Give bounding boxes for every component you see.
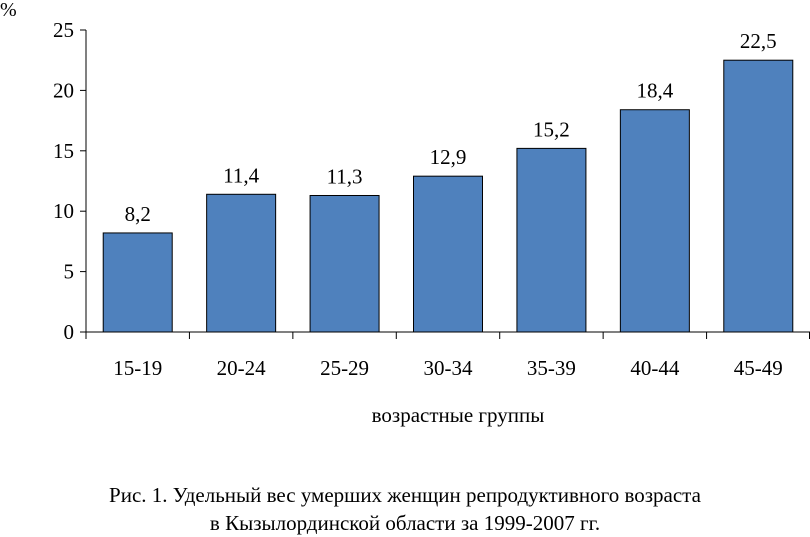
bar-25-29 [309,194,380,333]
x-tick-label: 30-34 [424,356,473,380]
y-axis-label: % [0,0,17,21]
x-tick-label: 20-24 [217,356,266,380]
x-tick-label: 25-29 [320,356,369,380]
data-label: 22,5 [740,29,777,53]
bar-20-24 [206,193,277,333]
bar-chart: % 0 5 10 15 20 25 8,2 11,4 11,3 12,9 15,2 18,4 22,5… [0,0,810,427]
data-label: 11,3 [327,164,363,188]
x-tick-label: 40-44 [630,356,679,380]
bar-15-19 [102,232,173,333]
x-tick-label: 15-19 [113,356,162,380]
y-tick-label: 20 [53,78,74,102]
bar-30-34 [413,175,483,333]
x-axis: 15-19 20-24 25-29 30-34 35-39 40-44 45-49 [85,331,810,380]
data-label: 15,2 [533,117,570,141]
figure-caption-line-2: в Кызылординской области за 1999-2007 гг… [209,511,601,535]
figure-caption-line-1: Рис. 1. Удельный вес умерших женщин репр… [109,483,701,507]
y-tick-label: 10 [53,199,74,223]
bars-group: 8,2 11,4 11,3 12,9 15,2 18,4 22,5 [102,29,794,333]
x-tick-label: 45-49 [734,356,783,380]
y-tick-label: 15 [53,139,74,163]
bar-40-44 [619,109,690,333]
y-axis: 0 5 10 15 20 25 [53,18,87,344]
bar-35-39 [516,147,587,333]
x-axis-label: возрастные группы [372,403,545,427]
y-tick-label: 5 [64,260,75,284]
y-tick-label: 25 [53,18,74,42]
data-label: 12,9 [430,145,467,169]
bar-45-49 [723,59,794,333]
data-label: 8,2 [125,202,151,226]
data-label: 11,4 [223,163,259,187]
data-label: 18,4 [636,79,673,103]
y-tick-label: 0 [64,320,75,344]
x-tick-label: 35-39 [527,356,576,380]
